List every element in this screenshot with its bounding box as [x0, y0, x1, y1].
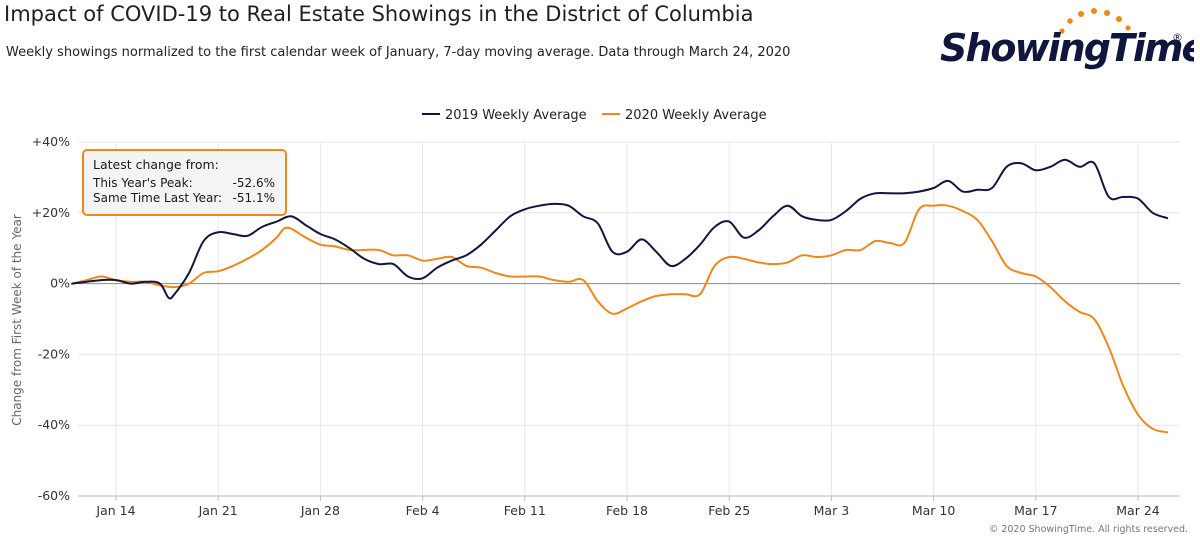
x-tick-label: Jan 28 — [300, 503, 340, 518]
y-axis-label-group: Change from First Week of the Year — [10, 214, 24, 426]
x-tick-label: Jan 14 — [95, 503, 135, 518]
x-tick-label: Jan 21 — [198, 503, 238, 518]
chart-title: Impact of COVID-19 to Real Estate Showin… — [4, 2, 754, 26]
y-tick-label: +20% — [32, 205, 70, 220]
legend-label: 2020 Weekly Average — [625, 108, 767, 123]
x-tick-label: Feb 11 — [504, 503, 546, 518]
y-tick-label: -60% — [38, 488, 70, 503]
logo-registered-mark: ® — [1172, 31, 1183, 44]
series-lines — [71, 158, 1169, 434]
x-tick-label: Feb 18 — [606, 503, 648, 518]
x-tick-label: Mar 10 — [912, 503, 956, 518]
x-tick-label: Mar 24 — [1116, 503, 1160, 518]
y-tick-label: 0% — [50, 276, 70, 291]
callout-label: Same Time Last Year: — [93, 191, 223, 205]
callout-row-peak: This Year's Peak: -52.6% — [93, 176, 277, 191]
callout-value: -51.1% — [232, 191, 275, 205]
series-line-2020 — [71, 204, 1169, 434]
legend-item-2020[interactable]: 2020 Weekly Average — [602, 108, 767, 123]
callout-heading: Latest change from: — [93, 157, 219, 172]
chart-subtitle: Weekly showings normalized to the first … — [6, 45, 791, 60]
series-line-2019 — [71, 158, 1169, 300]
copyright-notice: © 2020 ShowingTime. All rights reserved. — [988, 524, 1188, 535]
x-tick-label: Feb 25 — [708, 503, 750, 518]
legend[interactable]: 2019 Weekly Average 2020 Weekly Average — [422, 108, 767, 123]
y-axis: +40% +20% 0% -20% -40% -60% — [32, 134, 70, 503]
showingtime-logo[interactable]: ShowingTime ® — [934, 6, 1194, 76]
callout-label: This Year's Peak: — [93, 176, 193, 190]
y-tick-label: -20% — [38, 346, 70, 361]
legend-item-2019[interactable]: 2019 Weekly Average — [422, 108, 587, 123]
legend-label: 2019 Weekly Average — [445, 108, 587, 123]
y-tick-label: -40% — [38, 417, 70, 432]
callout-row-last-year: Same Time Last Year: -51.1% — [93, 191, 277, 206]
logo-dots-icon — [1059, 8, 1131, 34]
y-tick-label: +40% — [32, 134, 70, 149]
callout-value: -52.6% — [232, 176, 275, 190]
x-tick-label: Mar 17 — [1014, 503, 1057, 518]
x-tick-label: Mar 3 — [814, 503, 850, 518]
latest-change-callout: Latest change from: This Year's Peak: -5… — [82, 149, 287, 216]
x-axis: Jan 14 Jan 21 Jan 28 Feb 4 Feb 11 Feb 18 Feb 2… — [78, 495, 1180, 518]
y-axis-label: Change from First Week of the Year — [10, 214, 24, 426]
x-tick-label: Feb 4 — [406, 503, 440, 518]
logo-wordmark: ShowingTime — [940, 26, 1194, 70]
